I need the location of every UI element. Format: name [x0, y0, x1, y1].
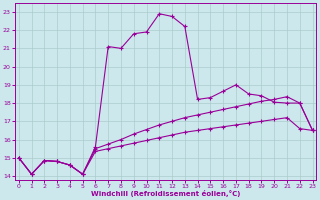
X-axis label: Windchill (Refroidissement éolien,°C): Windchill (Refroidissement éolien,°C) [91, 190, 240, 197]
